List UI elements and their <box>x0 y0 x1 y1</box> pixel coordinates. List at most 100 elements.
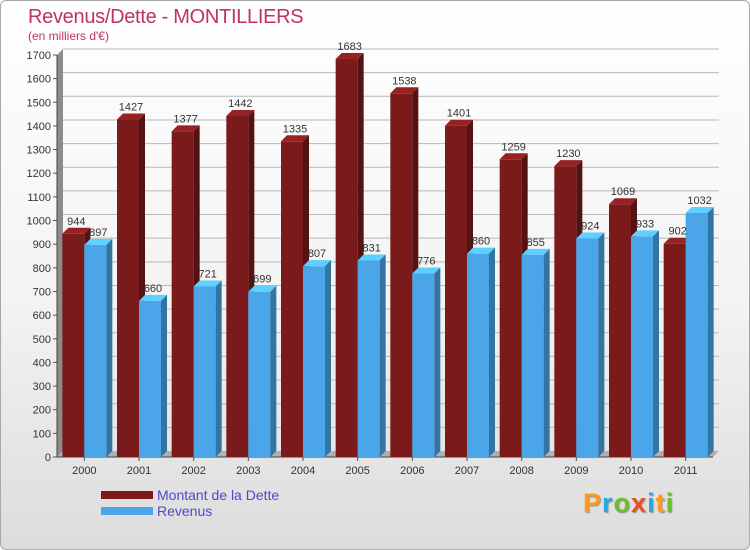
bar-top <box>412 267 441 274</box>
bar-dette-2005 <box>335 59 358 458</box>
bar-revenus-2009 <box>576 238 599 457</box>
bar-revenus-2001 <box>139 300 161 457</box>
value-label: 660 <box>144 283 162 295</box>
bar-dette-2002 <box>171 131 194 457</box>
bar-revenus-2002 <box>193 286 216 457</box>
bar-top <box>117 113 145 120</box>
value-label: 776 <box>417 255 435 267</box>
x-tick-label: 2005 <box>345 465 369 477</box>
y-tick-label: 1600 <box>27 74 51 86</box>
bar-side <box>707 206 714 457</box>
bar-side <box>379 254 386 457</box>
logo-letter: x <box>631 488 648 518</box>
value-label: 807 <box>308 248 326 260</box>
bar-top <box>685 206 714 213</box>
x-tick-label: 2002 <box>181 465 205 477</box>
bar-dette-2000 <box>62 233 85 457</box>
bar-top <box>357 254 386 261</box>
y-tick-label: 200 <box>33 405 51 417</box>
bar-side <box>543 248 550 457</box>
y-tick-label: 1300 <box>27 145 51 157</box>
x-tick-label: 2010 <box>619 465 643 477</box>
bar-top <box>139 294 167 301</box>
bar-top <box>335 53 364 60</box>
x-tick-label: 2007 <box>455 465 479 477</box>
bar-top <box>499 153 528 160</box>
bar-top <box>226 110 255 117</box>
bar-top <box>171 125 200 132</box>
bar-dette-2009 <box>554 166 577 457</box>
bar-side <box>434 267 441 457</box>
value-label: 1259 <box>501 141 525 153</box>
bar-side <box>215 280 222 457</box>
bars <box>62 53 714 458</box>
bar-revenus-2008 <box>521 254 544 457</box>
y-tick-label: 800 <box>33 263 51 275</box>
bar-top <box>467 247 495 254</box>
axes: 0 100 200 300 400 500 600 700 800 900 1000 1100 1200… <box>27 49 719 477</box>
floor <box>57 451 719 457</box>
bar-top <box>445 119 473 126</box>
bar-side <box>598 232 605 457</box>
bar-side <box>270 285 277 457</box>
bar-side <box>653 230 659 457</box>
logo-letter: P <box>583 488 603 518</box>
logo-letter: t <box>655 488 666 518</box>
bar-revenus-2005 <box>357 260 380 457</box>
bar-top <box>193 280 222 287</box>
value-label: 924 <box>581 221 599 233</box>
bar-revenus-2000 <box>84 244 107 457</box>
bar-top <box>521 248 550 255</box>
y-tick-label: 100 <box>33 428 51 440</box>
bar-dette-2011 <box>663 243 686 457</box>
chart-subtitle: (en milliers d'€) <box>28 29 109 43</box>
bar-dette-2010 <box>609 204 631 457</box>
chart-title: Revenus/Dette - MONTILLIERS <box>28 6 304 28</box>
bar-side <box>106 238 113 457</box>
logo-letter: i <box>665 488 675 518</box>
bar-dette-2001 <box>117 119 139 458</box>
logo-letter: i <box>647 488 656 518</box>
logo-letter: r <box>602 488 614 518</box>
y-tick-label: 1100 <box>27 192 51 204</box>
value-label: 1335 <box>283 123 307 135</box>
bar-dette-2007 <box>445 125 467 457</box>
y-tick-label: 1700 <box>27 50 51 62</box>
bar-top <box>576 232 605 239</box>
value-label: 1032 <box>687 195 711 207</box>
value-label: 721 <box>198 269 216 281</box>
value-label: 1377 <box>173 113 197 125</box>
bar-revenus-2006 <box>412 273 435 457</box>
bar-top <box>84 238 113 245</box>
bar-revenus-2003 <box>248 291 271 457</box>
bar-side <box>161 294 167 457</box>
bar-dette-2008 <box>499 159 522 458</box>
x-tick-label: 2011 <box>674 465 698 477</box>
value-labels: 944 897 1427 660 1377 721 1442 699 1335 807 1683 83… <box>67 41 712 295</box>
x-tick-label: 2003 <box>236 465 260 477</box>
value-label: 1401 <box>447 108 471 120</box>
bar-dette-2003 <box>226 116 249 458</box>
value-label: 1069 <box>611 186 635 198</box>
legend-swatch-dette <box>101 491 153 499</box>
y-tick-label: 1200 <box>27 168 51 180</box>
legend-label-dette: Montant de la Dette <box>157 487 280 503</box>
bar-top <box>609 198 637 205</box>
value-label: 860 <box>472 236 490 248</box>
y-tick-label: 700 <box>33 286 51 298</box>
value-label: 902 <box>668 226 686 238</box>
y-tick-label: 500 <box>33 334 51 346</box>
value-label: 933 <box>636 218 654 230</box>
value-label: 855 <box>526 237 544 249</box>
side-wall <box>57 49 63 457</box>
bar-top <box>248 285 277 292</box>
x-tick-label: 2000 <box>72 465 96 477</box>
value-label: 1442 <box>228 98 252 110</box>
y-tick-label: 400 <box>33 357 51 369</box>
y-tick-label: 1400 <box>27 121 51 133</box>
legend-label-revenus: Revenus <box>157 503 213 519</box>
bar-top <box>663 237 692 244</box>
value-label: 1538 <box>392 75 416 87</box>
value-label: 1683 <box>337 41 361 53</box>
